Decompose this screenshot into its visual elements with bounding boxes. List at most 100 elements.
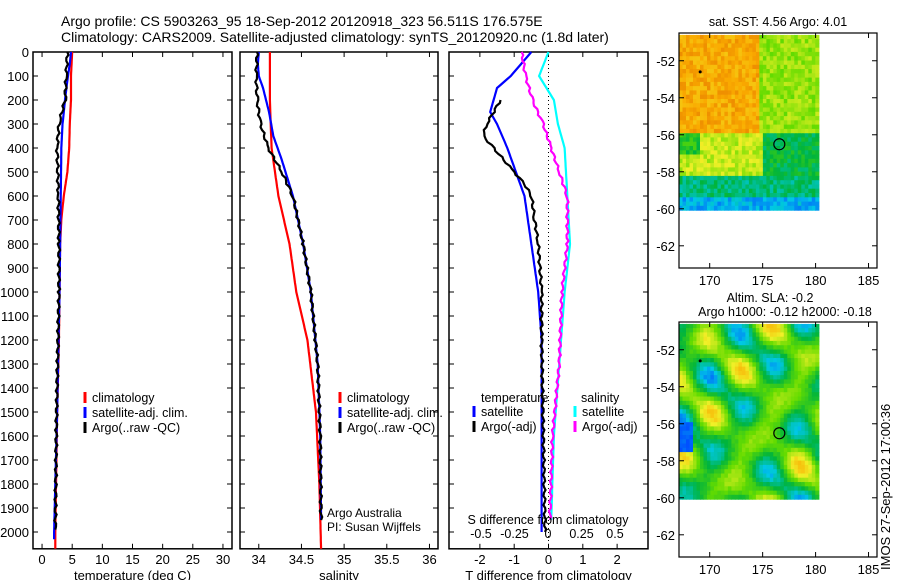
sst-map-cell [755,64,760,70]
sst-map-cell [790,116,795,121]
sst-map-cell [727,171,732,177]
sst-map-cell [745,56,750,62]
sst-map-cell [780,171,785,177]
sla-map-cell [762,366,767,372]
sla-map-cell [686,460,691,466]
sst-map-cell [773,167,778,173]
sla-map-cell [811,396,816,402]
sst-map-cell [703,188,708,194]
sla-map-cell [727,353,732,359]
sst-map-cell [731,69,736,74]
sla-map-cell [776,400,781,406]
sst-map-cell [759,146,764,151]
sst-map-cell [790,205,795,211]
sla-map-cell [724,452,729,457]
sst-map-cell [703,77,708,83]
sst-map-cell [801,150,806,156]
sla-map-cell [804,383,809,389]
sla-map-cell [689,340,694,346]
sla-map-cell [783,439,788,445]
sla-map-cell [804,482,809,487]
temperature-series-argo-raw-qc- [53,51,70,530]
sla-map-cell [720,473,725,479]
sla-map-cell [713,345,718,351]
sst-map-cell [804,120,809,126]
sla-map-land-marker [698,359,702,363]
sst-map-cell [738,56,743,62]
sla-map-cell [727,345,732,351]
sst-map-cell [787,69,792,74]
sst-map-cell [797,141,802,147]
sst-map-cell [748,120,753,126]
sst-map-cell [759,73,764,79]
diff-x2tick-label: -0.5 [470,527,492,541]
sst-map-cell [790,137,795,143]
sst-map-cell [762,94,767,100]
sla-map-cell [682,426,687,432]
sla-map-cell [686,332,691,338]
sst-map-cell [707,60,712,66]
sla-map-cell [734,375,739,380]
sla-map-cell [748,413,753,419]
sla-map-cell [759,340,764,346]
sst-map-cell [780,34,785,40]
sla-map-cell [780,477,785,483]
sst-map-cell [797,188,802,194]
sst-map-cell [783,34,788,40]
sla-map-cell [700,375,705,380]
sla-map-cell [762,422,767,428]
sst-map-cell [762,56,767,62]
sla-map-cell [689,447,694,453]
sla-map-cell [752,379,757,385]
sst-map-cell [686,81,691,87]
sst-map-cell [752,146,757,151]
sst-map-cell [762,116,767,121]
sla-map-cell [738,443,743,449]
sla-map-cell [710,362,715,368]
sla-map-cell [724,332,729,338]
sst-map-cell [717,116,722,121]
sla-map-cell [734,370,739,376]
sst-map-cell [696,111,701,117]
sla-map-cell [745,400,750,406]
sla-map-cell [717,430,722,436]
sla-map-cell [710,447,715,453]
sla-map-cell [707,460,712,466]
sst-map-cell [797,90,802,96]
sst-map-cell [700,73,705,79]
sla-map-cell [689,375,694,380]
sla-map-cell [797,362,802,368]
sst-map-cell [776,146,781,151]
sla-map-cell [752,473,757,479]
sst-map-cell [693,39,698,44]
sla-map-cell [759,388,764,393]
sla-map-cell [773,362,778,368]
sla-map-cell [741,340,746,346]
sst-map-cell [811,171,816,177]
sst-map-cell [738,163,743,168]
sla-map-cell [780,443,785,449]
sst-map-cell [794,193,799,198]
sst-map-cell [787,146,792,151]
sla-map-cell [727,464,732,470]
sla-map-cell [815,413,820,419]
sla-map-cell [703,456,708,462]
sla-map-cell [717,336,722,342]
sst-map-cell [745,43,750,49]
sla-map-cell [720,392,725,398]
sst-map-xtick-label: 185 [858,273,880,288]
sst-map-cell [755,103,760,109]
sla-map-cell [745,490,750,496]
sst-map-cell [720,107,725,113]
sla-map-cell [679,439,684,445]
sla-map-cell [797,477,802,483]
sst-map-cell [713,90,718,96]
sst-map-cell [766,111,771,117]
sla-map-cell [776,366,781,372]
sst-map-cell [689,188,694,194]
sst-map-cell [720,171,725,177]
sst-map-cell [790,56,795,62]
sla-map-cell [724,464,729,470]
sst-map-cell [707,128,712,134]
sst-map-cell [752,90,757,96]
